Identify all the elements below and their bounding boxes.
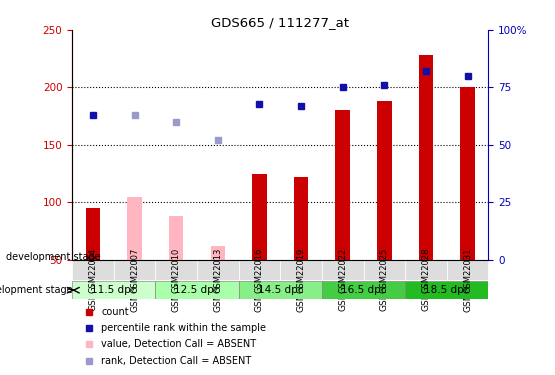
Text: 12.5 dpc: 12.5 dpc	[174, 285, 220, 295]
Text: rank, Detection Call = ABSENT: rank, Detection Call = ABSENT	[102, 356, 251, 366]
Bar	[252, 174, 267, 260]
FancyBboxPatch shape	[114, 260, 155, 280]
Text: GSM22025: GSM22025	[380, 248, 389, 292]
Text: GSM22028: GSM22028	[421, 248, 431, 293]
FancyBboxPatch shape	[280, 260, 322, 280]
FancyBboxPatch shape	[405, 260, 447, 280]
Text: 14.5 dpc: 14.5 dpc	[258, 285, 303, 295]
Text: development stage: development stage	[0, 285, 72, 295]
Bar	[127, 196, 142, 260]
Text: GSM22031: GSM22031	[463, 248, 472, 293]
Text: GSM22004: GSM22004	[88, 248, 98, 292]
Text: 18.5 dpc: 18.5 dpc	[424, 285, 470, 295]
Title: GDS665 / 111277_at: GDS665 / 111277_at	[211, 16, 349, 29]
FancyBboxPatch shape	[322, 260, 364, 280]
FancyBboxPatch shape	[72, 281, 155, 299]
Text: GSM22019: GSM22019	[296, 248, 306, 292]
Text: 16.5 dpc: 16.5 dpc	[341, 285, 386, 295]
Text: 11.5 dpc: 11.5 dpc	[91, 285, 137, 295]
Text: GSM22007: GSM22007	[130, 248, 139, 293]
FancyBboxPatch shape	[405, 281, 488, 299]
Text: GSM22022: GSM22022	[338, 248, 347, 292]
Text: value, Detection Call = ABSENT: value, Detection Call = ABSENT	[102, 339, 256, 349]
Bar	[169, 216, 184, 260]
Bar	[377, 101, 392, 260]
Bar	[294, 177, 309, 260]
FancyBboxPatch shape	[364, 260, 405, 280]
Text: count: count	[102, 306, 129, 316]
Text: GSM22013: GSM22013	[213, 248, 223, 293]
FancyBboxPatch shape	[155, 281, 239, 299]
Text: GSM22016: GSM22016	[255, 248, 264, 293]
FancyBboxPatch shape	[239, 281, 322, 299]
FancyBboxPatch shape	[72, 260, 114, 280]
Bar	[418, 55, 433, 260]
FancyBboxPatch shape	[447, 260, 488, 280]
Bar	[85, 208, 100, 260]
FancyBboxPatch shape	[322, 281, 405, 299]
Bar	[335, 110, 350, 260]
FancyBboxPatch shape	[197, 260, 239, 280]
Bar	[210, 246, 225, 260]
FancyBboxPatch shape	[155, 260, 197, 280]
FancyBboxPatch shape	[239, 260, 280, 280]
Text: GSM22010: GSM22010	[171, 248, 181, 292]
Text: development stage: development stage	[6, 252, 100, 262]
Text: percentile rank within the sample: percentile rank within the sample	[102, 323, 266, 333]
Bar	[460, 87, 475, 260]
